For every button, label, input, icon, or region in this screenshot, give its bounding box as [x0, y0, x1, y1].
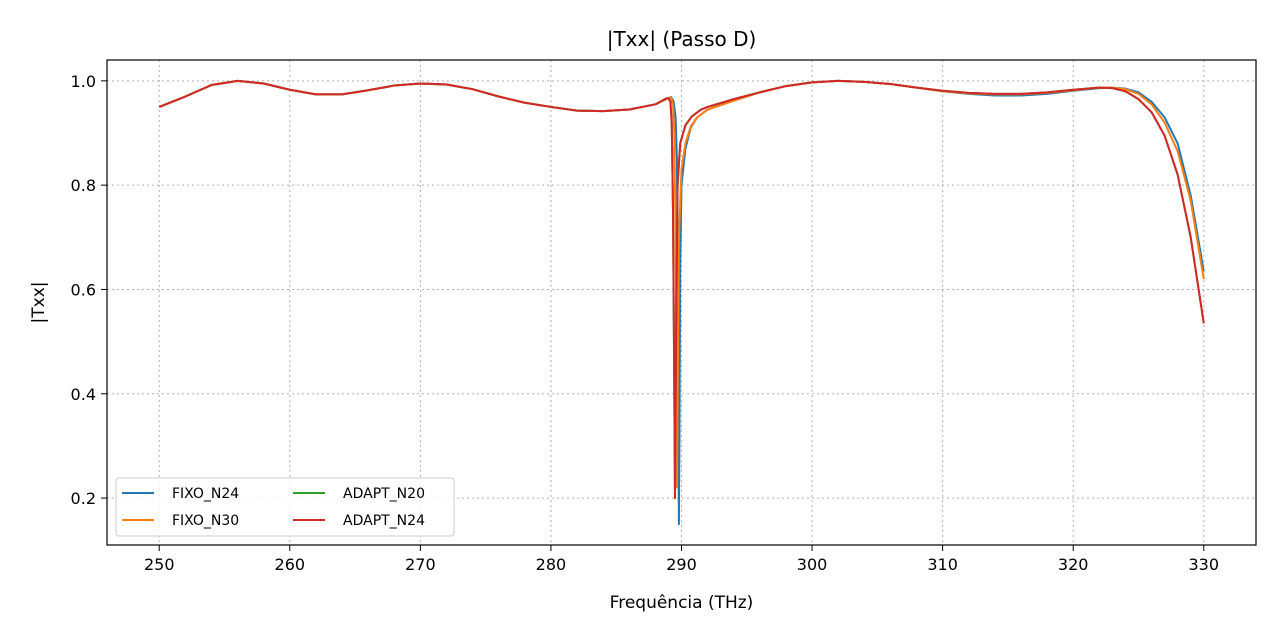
legend: FIXO_N24 FIXO_N30 ADAPT_N20 ADAPT_N24 [115, 477, 455, 537]
y-tick-label: 0.8 [71, 176, 96, 195]
x-tick-label: 320 [1058, 555, 1089, 574]
legend-label: ADAPT_N24 [343, 513, 425, 529]
legend-box [115, 477, 455, 537]
y-axis-label: |Txx| [29, 282, 49, 324]
x-tick-label: 270 [405, 555, 436, 574]
x-tick-label: 280 [536, 555, 567, 574]
legend-label: ADAPT_N20 [343, 486, 425, 502]
y-tick-label: 0.6 [71, 280, 96, 299]
x-tick-label: 260 [275, 555, 306, 574]
y-tick-label: 1.0 [71, 72, 96, 91]
y-tick-label: 0.2 [71, 489, 96, 508]
x-axis-label: Frequência (THz) [610, 593, 754, 613]
y-tick-label: 0.4 [71, 385, 96, 404]
series-layer [158, 79, 1205, 526]
legend-label: FIXO_N30 [172, 513, 239, 529]
x-tick-label: 300 [797, 555, 828, 574]
x-tick-label: 330 [1188, 555, 1219, 574]
x-tick-label: 250 [144, 555, 175, 574]
x-tick-label: 310 [927, 555, 958, 574]
axis-ticks: 250 260 270 280 290 300 310 320 330 0.2 0.4 0.6 0.8 1… [71, 72, 1219, 574]
legend-label: FIXO_N24 [172, 486, 239, 502]
x-tick-label: 290 [666, 555, 697, 574]
series-line-adapt-n24 [158, 79, 1205, 500]
chart-title: |Txx| (Passo D) [607, 27, 757, 51]
